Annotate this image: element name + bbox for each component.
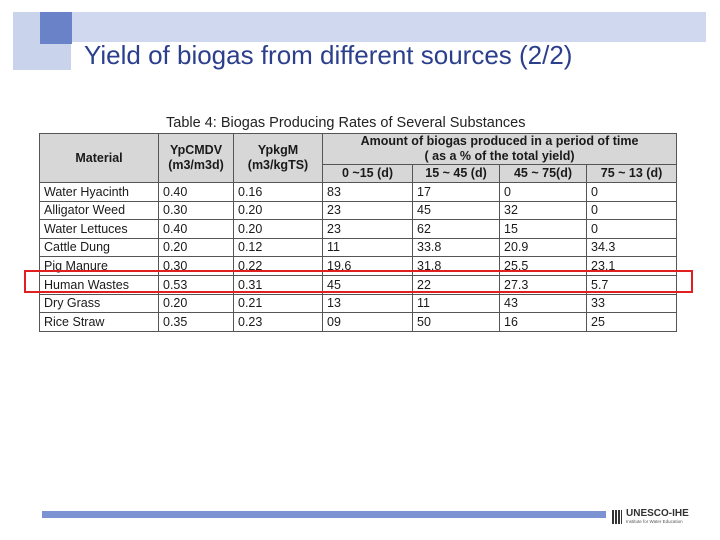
- cell-period-3: 20.9: [499, 237, 587, 258]
- slide-title: Yield of biogas from different sources (…: [84, 40, 573, 70]
- header-ypcmdv-line2: (m3/m3d): [168, 158, 224, 172]
- cell-material: Water Hyacinth: [39, 182, 159, 202]
- header-ypcmdv: YpCMDV (m3/m3d): [158, 133, 234, 183]
- cell-period-3: 25.5: [499, 256, 587, 276]
- cell-ypkgm: 0.20: [233, 219, 323, 239]
- cell-period-2: 17: [412, 182, 500, 202]
- cell-period-4: 5.7: [585, 274, 678, 295]
- cell-period-3: 15: [499, 219, 587, 239]
- cell-ypcmdv: 0.20: [158, 293, 234, 314]
- cell-ypkgm: 0.23: [233, 312, 323, 332]
- cell-period-3: 32: [499, 200, 587, 221]
- header-ypcmdv-line1: YpCMDV: [169, 143, 223, 157]
- cell-ypkgm: 0.16: [233, 182, 323, 202]
- cell-period-2: 45: [412, 200, 500, 221]
- header-band: [43, 12, 706, 42]
- header-period-2: 15 ~ 45 (d): [412, 164, 500, 183]
- cell-ypkgm: 0.21: [233, 293, 323, 314]
- temple-icon: [612, 509, 622, 524]
- table-row: Alligator Weed 0.30 0.20 23 45 32 0: [39, 200, 678, 221]
- cell-period-1: 19.6: [322, 256, 413, 276]
- cell-ypkgm: 0.22: [233, 256, 323, 276]
- header-period-3: 45 ~ 75(d): [499, 164, 587, 183]
- cell-ypcmdv: 0.40: [158, 182, 234, 202]
- logo-tagline: Institute for Water Education: [626, 519, 683, 524]
- cell-period-1: 45: [322, 274, 413, 295]
- biogas-table: Material YpCMDV (m3/m3d) YpkgM (m3/kgTS)…: [39, 133, 678, 332]
- cell-period-4: 33: [585, 293, 678, 314]
- cell-ypcmdv: 0.20: [158, 237, 234, 258]
- header-amount: Amount of biogas produced in a period of…: [321, 133, 678, 165]
- header-material: Material: [39, 133, 159, 183]
- cell-ypcmdv: 0.53: [158, 274, 234, 295]
- header-ypkgm-line2: (m3/kgTS): [247, 158, 309, 172]
- cell-period-2: 33.8: [412, 237, 500, 258]
- cell-period-2: 62: [412, 219, 500, 239]
- cell-material: Rice Straw: [39, 312, 159, 332]
- cell-period-1: 83: [322, 182, 413, 202]
- cell-period-3: 0: [499, 182, 587, 202]
- table-row: Rice Straw 0.35 0.23 09 50 16 25: [39, 312, 678, 332]
- cell-material: Pig Manure: [39, 256, 159, 276]
- cell-period-2: 11: [412, 293, 500, 314]
- cell-period-4: 34.3: [585, 237, 678, 258]
- cell-ypcmdv: 0.35: [158, 312, 234, 332]
- cell-period-4: 0: [585, 182, 678, 202]
- decor-square-dark: [40, 12, 72, 44]
- cell-period-2: 22: [412, 274, 500, 295]
- cell-material: Cattle Dung: [39, 237, 159, 258]
- cell-period-1: 23: [322, 200, 413, 221]
- cell-period-4: 25: [585, 312, 678, 332]
- header-ypkgm: YpkgM (m3/kgTS): [233, 133, 323, 183]
- cell-material: Dry Grass: [39, 293, 159, 314]
- unesco-ihe-logo: UNESCO-IHE Institute for Water Education: [612, 509, 689, 524]
- logo-name: UNESCO-IHE: [626, 508, 689, 519]
- header-ypkgm-line1: YpkgM: [257, 143, 299, 157]
- cell-ypcmdv: 0.40: [158, 219, 234, 239]
- logo-text: UNESCO-IHE Institute for Water Education: [626, 508, 689, 525]
- cell-ypcmdv: 0.30: [158, 256, 234, 276]
- table-row: Water Hyacinth 0.40 0.16 83 17 0 0: [39, 182, 678, 202]
- table-row: Water Lettuces 0.40 0.20 23 62 15 0: [39, 219, 678, 239]
- cell-ypkgm: 0.31: [233, 274, 323, 295]
- cell-period-1: 09: [322, 312, 413, 332]
- header-amount-line2: ( as a % of the total yield): [424, 149, 575, 163]
- cell-material: Alligator Weed: [39, 200, 159, 221]
- cell-period-3: 27.3: [499, 274, 587, 295]
- cell-ypkgm: 0.12: [233, 237, 323, 258]
- table-row: Pig Manure 0.30 0.22 19.6 31.8 25.5 23.1: [39, 256, 678, 276]
- table-row: Cattle Dung 0.20 0.12 11 33.8 20.9 34.3: [39, 237, 678, 258]
- cell-period-4: 0: [585, 219, 678, 239]
- footer-band: [42, 511, 606, 518]
- table-row-highlighted: Human Wastes 0.53 0.31 45 22 27.3 5.7: [39, 274, 678, 295]
- cell-period-2: 31.8: [412, 256, 500, 276]
- cell-material: Human Wastes: [39, 274, 159, 295]
- cell-ypkgm: 0.20: [233, 200, 323, 221]
- cell-period-1: 23: [322, 219, 413, 239]
- table-caption: Table 4: Biogas Producing Rates of Sever…: [166, 115, 526, 131]
- table-row: Dry Grass 0.20 0.21 13 11 43 33: [39, 293, 678, 314]
- cell-period-4: 23.1: [585, 256, 678, 276]
- cell-period-1: 13: [322, 293, 413, 314]
- cell-period-2: 50: [412, 312, 500, 332]
- header-period-4: 75 ~ 13 (d): [585, 164, 678, 183]
- cell-ypcmdv: 0.30: [158, 200, 234, 221]
- header-period-1: 0 ~15 (d): [322, 164, 413, 183]
- cell-period-1: 11: [322, 237, 413, 258]
- cell-material: Water Lettuces: [39, 219, 159, 239]
- cell-period-3: 16: [499, 312, 587, 332]
- cell-period-3: 43: [499, 293, 587, 314]
- header-amount-line1: Amount of biogas produced in a period of…: [360, 134, 639, 149]
- cell-period-4: 0: [585, 200, 678, 221]
